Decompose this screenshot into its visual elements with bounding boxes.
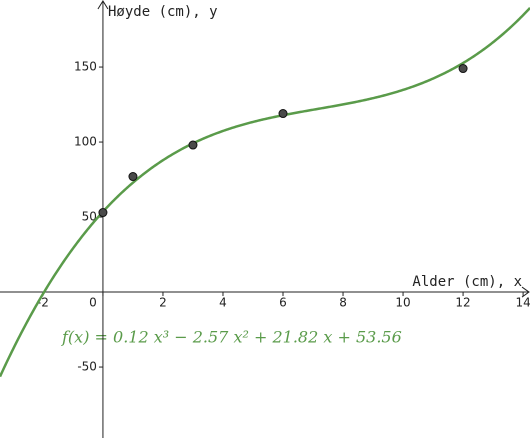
y-tick-label: -50	[77, 360, 97, 374]
y-tick-label: 100	[74, 135, 97, 149]
x-tick-label: 14	[515, 296, 530, 310]
x-tick-label: 10	[395, 296, 410, 310]
x-tick-label: 4	[219, 296, 227, 310]
equation: f(x) = 0.12 x³ − 2.57 x² + 21.82 x + 53.…	[61, 328, 402, 347]
x-tick-label: 0	[89, 296, 97, 310]
x-tick-label: 2	[159, 296, 167, 310]
fit-curve	[0, 7, 530, 378]
x-axis-arrow	[521, 286, 530, 298]
x-tick-label: 12	[455, 296, 470, 310]
y-axis-arrow	[97, 0, 109, 10]
x-tick-label: 6	[279, 296, 287, 310]
data-point	[128, 172, 138, 182]
data-point	[188, 140, 198, 150]
y-tick-label: 150	[74, 60, 97, 74]
y-tick-label: 50	[82, 210, 97, 224]
x-tick-label: 8	[339, 296, 347, 310]
data-point	[458, 64, 468, 74]
x-axis-label: Alder (cm), x	[412, 274, 522, 290]
data-point	[278, 109, 288, 119]
x-tick-label: -2	[37, 296, 49, 310]
data-point	[98, 208, 108, 218]
y-axis-label: Høyde (cm), y	[108, 4, 218, 20]
